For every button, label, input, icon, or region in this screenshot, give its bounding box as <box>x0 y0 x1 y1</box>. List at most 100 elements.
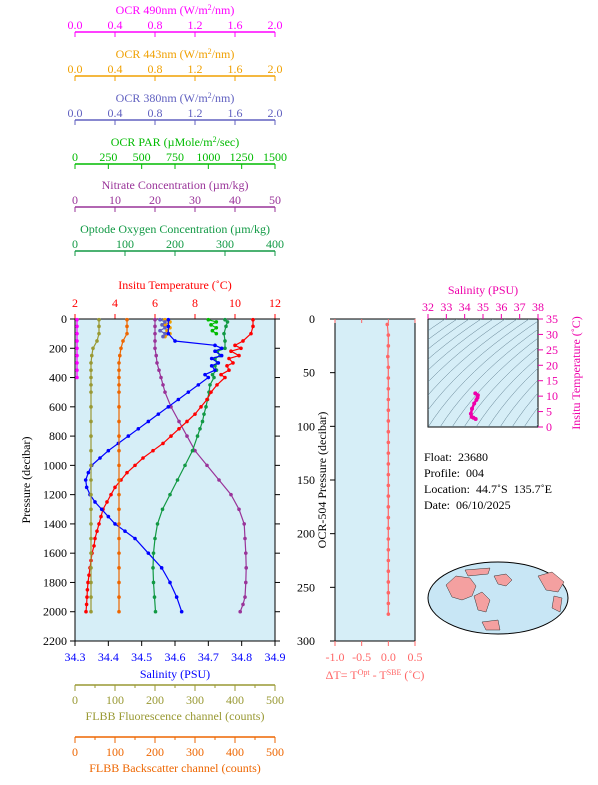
backscatter-point <box>117 492 121 497</box>
delta-t-y-tick-label: 50 <box>303 366 315 380</box>
backscatter-tick-label: 100 <box>106 745 124 759</box>
ocr490-point <box>75 368 79 373</box>
delta-t-point <box>386 419 391 423</box>
density-contour <box>475 357 538 427</box>
ts-y-tick-label: 5 <box>546 405 552 419</box>
delta-t-point <box>386 376 391 380</box>
oxygen-point <box>223 346 227 351</box>
oxygen-point <box>151 551 156 555</box>
delta-t-plot-area <box>334 318 416 642</box>
fluor-point <box>89 463 93 468</box>
delta-t-point <box>386 344 391 348</box>
nitrate-point <box>237 507 241 512</box>
temp-point <box>249 331 253 336</box>
temp-tick-label: 4 <box>112 296 118 310</box>
oxygen-point <box>223 317 227 322</box>
nitrate-point <box>185 434 189 438</box>
fluor-point <box>89 375 93 380</box>
delta-t-x-tick-label: -1.0 <box>326 650 345 664</box>
ocr443-tick-label: 0.8 <box>148 62 163 76</box>
oxygen-point <box>153 609 158 614</box>
nitrate-point <box>157 368 161 373</box>
fluor-point <box>89 551 93 555</box>
fluor-point <box>89 383 93 387</box>
oxygen-point <box>208 383 212 387</box>
fluor-point <box>89 595 93 599</box>
temp-point <box>169 434 173 438</box>
delta-t-point <box>386 483 391 488</box>
ts-x-tick-label: 37 <box>514 300 526 314</box>
ocr443-axis-title: OCR 443nm (W/m2/nm) <box>116 47 235 62</box>
density-contour <box>428 320 538 427</box>
temp-point <box>85 595 89 599</box>
temp-point <box>237 353 241 358</box>
temp-point <box>199 405 203 409</box>
salinity-point <box>166 331 171 336</box>
ts-point <box>468 411 473 416</box>
salinity-tick-label: 34.3 <box>65 650 86 664</box>
temp-point <box>141 456 145 460</box>
par-tick-label: 500 <box>133 150 151 164</box>
temp-point <box>209 390 213 394</box>
temp-tick-label: 6 <box>152 296 158 310</box>
salinity-point <box>84 485 89 490</box>
backscatter-point <box>119 346 123 351</box>
ts-x-tick-label: 33 <box>440 300 452 314</box>
y-tick-label: 400 <box>49 371 67 385</box>
salinity-point <box>126 434 131 438</box>
oxygen-tick-label: 400 <box>266 237 284 251</box>
backscatter-point <box>117 522 121 526</box>
ocr380-point <box>158 317 162 322</box>
par-tick-label: 750 <box>166 150 184 164</box>
salinity-tick-label: 34.6 <box>165 650 186 664</box>
salinity-point <box>209 364 214 368</box>
main-chart-axes: 0.0 0.4 0.8 1.2 1.6 2.0 OCR 490nm (W/m2/nm) 0.0… <box>65 3 288 776</box>
fluor-point <box>97 317 101 322</box>
backscatter-axis-title: FLBB Backscatter channel (counts) <box>89 761 261 775</box>
backscatter-point <box>117 595 121 599</box>
delta-t-point <box>386 440 391 445</box>
main-plot-area <box>74 318 276 642</box>
delta-t-y-tick-label: 100 <box>297 419 315 433</box>
temp-tick-label: 2 <box>72 296 78 310</box>
ocr380-tick-label: 0.4 <box>108 106 123 120</box>
backscatter-point <box>117 507 121 512</box>
density-contour <box>439 329 538 427</box>
density-contour <box>428 319 506 383</box>
y-tick-label: 1600 <box>43 546 67 560</box>
oxygen-tick-label: 100 <box>116 237 134 251</box>
temp-point <box>151 448 155 453</box>
fluor-tick-label: 300 <box>186 693 204 707</box>
y-tick-label: 2000 <box>43 605 67 619</box>
temp-axis-title: Insitu Temperature (˚C) <box>118 278 232 292</box>
backscatter-point <box>121 339 125 343</box>
oxygen-point <box>175 478 180 482</box>
par-tick-label: 1250 <box>230 150 254 164</box>
ts-y-label: Insitu Temperature (˚C) <box>569 316 583 430</box>
nitrate-tick-label: 50 <box>269 193 281 207</box>
ts-plot-area <box>427 318 539 428</box>
fluor-point <box>89 507 93 512</box>
salinity-point <box>83 478 88 482</box>
nitrate-point <box>153 324 157 329</box>
fluor-point <box>89 478 93 482</box>
backscatter-point <box>117 361 121 365</box>
salinity-point <box>213 368 217 373</box>
salinity-tick-label: 34.4 <box>98 650 119 664</box>
salinity-point <box>93 500 97 504</box>
nitrate-point <box>238 609 242 614</box>
nitrate-point <box>163 390 167 394</box>
ocr443-tick-label: 0.4 <box>108 62 123 76</box>
delta-t-point <box>385 322 390 327</box>
salinity-point <box>136 426 141 431</box>
y-tick-label: 200 <box>49 341 67 355</box>
fluor-point <box>95 339 99 343</box>
nitrate-point <box>244 551 248 555</box>
backscatter-point <box>117 463 121 468</box>
oxygen-axis-title: Optode Oxygen Concentration (µm/kg) <box>80 222 270 236</box>
delta-t-x-tick-label: -0.5 <box>352 650 371 664</box>
fluor-tick-label: 400 <box>226 693 244 707</box>
ts-point <box>473 416 478 421</box>
density-contour <box>451 337 538 427</box>
